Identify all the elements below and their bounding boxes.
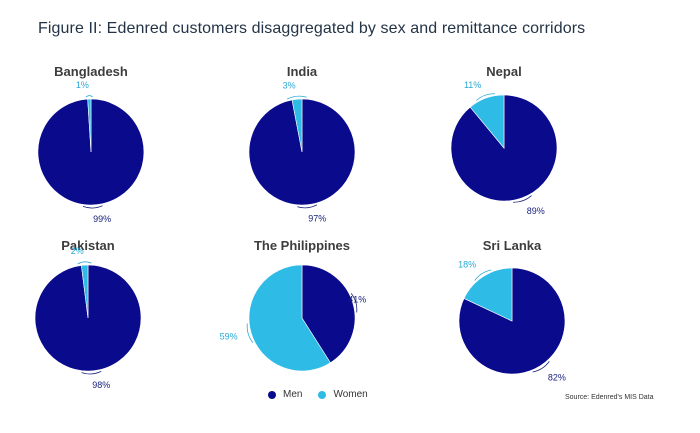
label-men: 89% xyxy=(527,206,545,216)
label-men: 97% xyxy=(308,214,326,224)
label-men-bracket xyxy=(513,195,532,203)
label-women: 18% xyxy=(458,259,476,269)
pie-slice-women xyxy=(469,94,505,149)
label-women-bracket xyxy=(85,95,93,98)
label-women: 59% xyxy=(220,332,238,342)
legend-label-women: Women xyxy=(333,389,368,400)
label-women: 1% xyxy=(76,80,89,90)
pie-slice-women xyxy=(81,264,89,319)
legend-label-men: Men xyxy=(283,389,303,400)
label-women: 3% xyxy=(283,80,296,90)
pie-chart-nepal: Nepal 89% 11% xyxy=(450,64,558,216)
pie-chart-india: India 97% 3% xyxy=(248,64,356,224)
pie-title: Bangladesh xyxy=(54,64,128,79)
pie-slice-women xyxy=(463,267,513,322)
legend-swatch-men xyxy=(268,390,276,399)
pie-chart-pakistan: Pakistan 98% 2% xyxy=(34,238,142,390)
pie-title: Pakistan xyxy=(61,238,115,253)
label-men-bracket xyxy=(82,205,103,209)
pie-slice-women xyxy=(291,98,303,153)
pie-title: Sri Lanka xyxy=(483,238,542,253)
pie-title: Nepal xyxy=(486,64,521,79)
label-women-bracket xyxy=(474,269,492,281)
legend: Men Women xyxy=(268,389,384,400)
pie-title: India xyxy=(287,64,318,79)
source-note: Source: Edenred's MIS Data xyxy=(565,394,654,401)
figure-title: Figure II: Edenred customers disaggregat… xyxy=(38,20,586,37)
label-women-bracket xyxy=(476,93,495,101)
label-women-bracket xyxy=(286,95,307,100)
label-women-bracket xyxy=(77,261,92,265)
label-men-bracket xyxy=(532,361,550,373)
legend-item-women: Women xyxy=(318,389,368,400)
legend-item-men: Men xyxy=(268,389,302,400)
pie-slice-women xyxy=(248,264,331,372)
label-men: 98% xyxy=(92,380,110,390)
legend-swatch-women xyxy=(318,390,327,399)
pie-slice-men xyxy=(301,264,356,364)
label-men: 99% xyxy=(93,214,111,224)
pie-slice-women xyxy=(87,98,92,153)
pie-chart-the-philippines: The Philippines 41% 59% xyxy=(220,238,366,372)
label-men: 41% xyxy=(348,294,366,304)
label-men-bracket xyxy=(297,204,318,209)
pie-title: The Philippines xyxy=(254,238,350,253)
label-men-bracket xyxy=(350,293,358,313)
pie-chart-bangladesh: Bangladesh 99% 1% xyxy=(37,64,145,224)
label-women-bracket xyxy=(246,323,254,343)
pie-chart-sri-lanka: Sri Lanka 82% 18% xyxy=(458,238,566,383)
label-men-bracket xyxy=(81,371,102,375)
label-women: 2% xyxy=(71,246,84,256)
label-men: 82% xyxy=(548,373,566,383)
label-women: 11% xyxy=(464,80,481,90)
